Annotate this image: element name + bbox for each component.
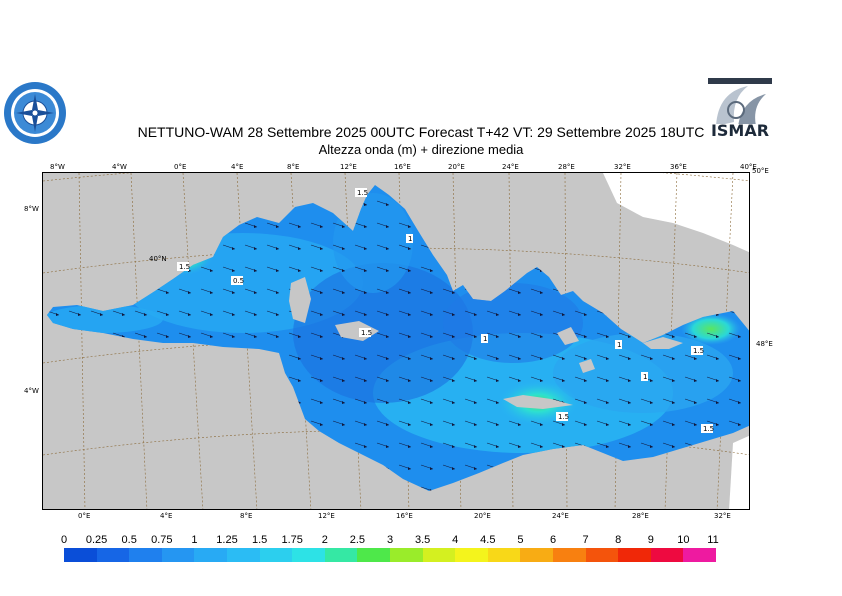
top-tick-label: 40°E: [740, 163, 757, 171]
bottom-tick-label: 8°E: [240, 512, 253, 520]
top-tick-label: 36°E: [670, 163, 687, 171]
colorbar-label: 8: [615, 534, 622, 546]
left-tick-label: 4°W: [24, 387, 39, 395]
colorbar-label: 2: [321, 534, 328, 546]
top-tick-label: 8°W: [50, 163, 65, 171]
bottom-tick-label: 28°E: [632, 512, 649, 520]
ismar-logo-text: ISMAR: [711, 121, 769, 140]
colorbar-label: 1.25: [216, 534, 238, 546]
map-panel: 1.5 1 1.5 0.5 1 1.5 1 1.5 1 1.5 1.5 40°N: [42, 172, 750, 510]
colorbar-label: 10: [677, 534, 690, 546]
map-title: NETTUNO-WAM 28 Settembre 2025 00UTC Fore…: [137, 124, 705, 140]
colorbar-cell: [324, 548, 358, 562]
colorbar-label: 4: [452, 534, 459, 546]
bottom-tick-label: 16°E: [396, 512, 413, 520]
colorbar-cell: [585, 548, 619, 562]
colorbar-label: 1.75: [281, 534, 303, 546]
bottom-tick-label: 4°E: [160, 512, 173, 520]
top-tick-label: 0°E: [174, 163, 187, 171]
top-tick-label: 32°E: [614, 163, 631, 171]
ismar-logo: ISMAR: [708, 78, 772, 142]
colorbar-cell: [259, 548, 293, 562]
colorbar-cell: [618, 548, 651, 562]
colorbar-label: 7: [582, 534, 589, 546]
contour-label: 1: [643, 373, 647, 381]
colorbar-label: 11: [707, 534, 719, 546]
contour-label: 1.5: [357, 189, 368, 197]
latitude-label-40n: 40°N: [149, 255, 167, 263]
map-subtitle: Altezza onda (m) + direzione media: [318, 142, 524, 157]
bottom-tick-label: 0°E: [78, 512, 91, 520]
colorbar-label: 1: [191, 534, 198, 546]
colorbar-label: 0: [60, 534, 68, 546]
colorbar-label: 0.75: [151, 534, 173, 546]
top-tick-label: 20°E: [448, 163, 465, 171]
top-tick-label: 4°E: [231, 163, 244, 171]
colorbar-cell: [226, 548, 260, 562]
colorbar-cell: [96, 548, 130, 562]
left-tick-label: 8°W: [24, 205, 39, 213]
colorbar-cell: [292, 548, 325, 562]
top-tick-label: 4°W: [112, 163, 127, 171]
colorbar-cell: [650, 548, 684, 562]
top-tick-label: 8°E: [287, 163, 300, 171]
right-tick-label: 50°E: [752, 167, 769, 175]
colorbar-cell: [129, 548, 162, 562]
colorbar-label: 6: [549, 534, 557, 546]
top-tick-label: 16°E: [394, 163, 411, 171]
contour-label: 1: [617, 341, 621, 349]
top-tick-label: 12°E: [340, 163, 357, 171]
colorbar-cell: [357, 548, 390, 562]
top-tick-label: 28°E: [558, 163, 575, 171]
colorbar-cell: [520, 548, 553, 562]
colorbar-cell: [194, 548, 227, 562]
colorbar-cell: [683, 548, 716, 562]
contour-label: 1.5: [361, 329, 372, 337]
right-tick-label: 48°E: [756, 340, 773, 348]
top-tick-label: 24°E: [502, 163, 519, 171]
bottom-tick-label: 20°E: [474, 512, 491, 520]
colorbar-cell: [487, 548, 521, 562]
colorbar-cell: [455, 548, 488, 562]
colorbar-label: 0.5: [121, 534, 137, 546]
bottom-tick-label: 32°E: [714, 512, 731, 520]
contour-labels: 1.5 1 1.5 0.5 1 1.5 1 1.5 1 1.5 1.5: [177, 188, 714, 433]
colorbar-label: 0.25: [85, 534, 108, 546]
colorbar-cell: [64, 548, 97, 562]
bottom-tick-label: 12°E: [318, 512, 335, 520]
colorbar-label: 1.5: [251, 534, 268, 546]
bottom-tick-label: 24°E: [552, 512, 569, 520]
contour-label: 0.5: [233, 277, 244, 285]
colorbar-label: 4.5: [480, 534, 496, 546]
colorbar-label: 2.5: [349, 534, 366, 546]
colorbar-cell: [389, 548, 423, 562]
contour-label: 1.5: [693, 347, 704, 355]
wave-height-map: 1.5 1 1.5 0.5 1 1.5 1 1.5 1 1.5 1.5 40°N: [43, 173, 749, 509]
contour-label: 1: [408, 235, 412, 243]
colorbar-label: 5: [517, 534, 524, 546]
colorbar-cell: [422, 548, 456, 562]
colorbar-label: 3: [386, 534, 394, 546]
contour-label: 1.5: [558, 413, 569, 421]
colorbar-cell: [161, 548, 195, 562]
no-data-area: [603, 173, 749, 253]
colorbar-label: 9: [647, 534, 654, 546]
no-data-area-south: [729, 435, 749, 509]
contour-label: 1: [483, 335, 487, 343]
contour-label: 1.5: [179, 263, 190, 271]
colorbar-label: 3.5: [414, 534, 431, 546]
colorbar: [64, 548, 716, 562]
compass-rose-logo: [4, 82, 66, 144]
contour-label: 1.5: [703, 425, 714, 433]
colorbar-cell: [552, 548, 586, 562]
